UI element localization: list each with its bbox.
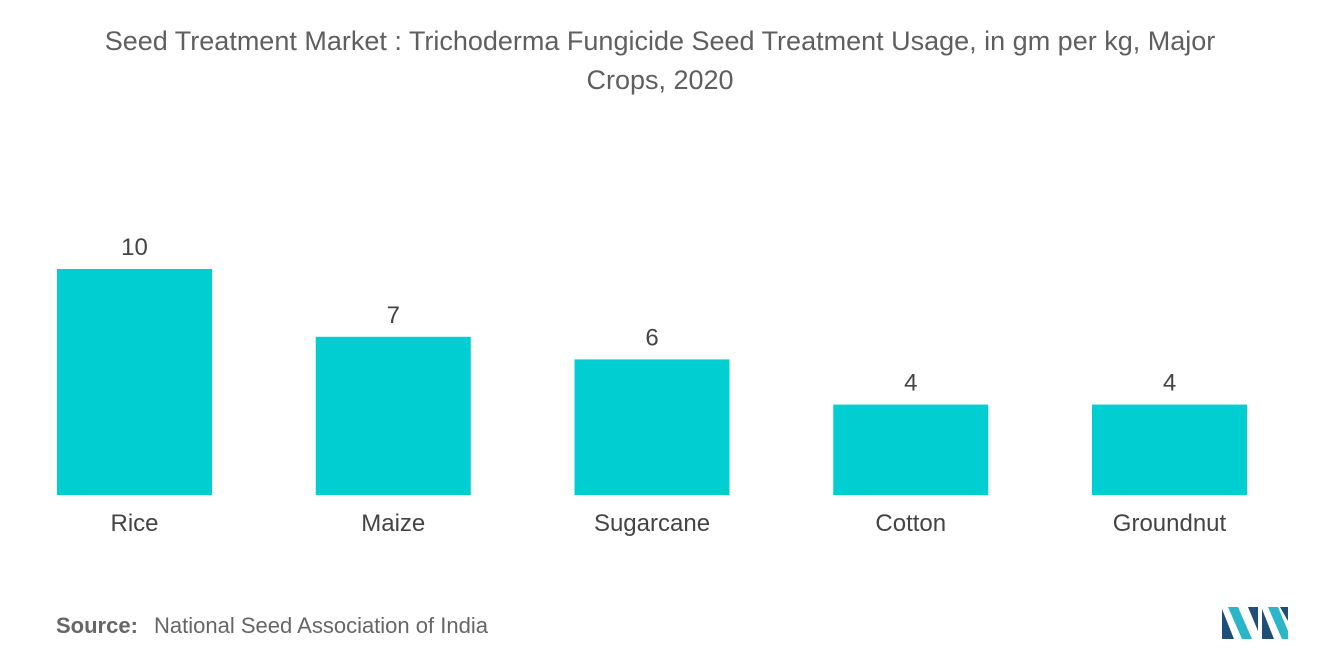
source-text: National Seed Association of India — [154, 613, 488, 638]
chart-title-line-2: Crops, 2020 — [586, 65, 734, 95]
data-label-sugarcane: 6 — [645, 324, 658, 351]
chart-title: Seed Treatment Market : Trichoderma Fung… — [0, 22, 1320, 100]
x-tick-label-groundnut: Groundnut — [1113, 510, 1227, 537]
data-label-cotton: 4 — [904, 370, 917, 397]
bar-chart: 10 Rice 7 Maize 6 Sugarcane 4 Cotton 4 Groundnut — [57, 234, 1247, 537]
data-label-rice: 10 — [121, 234, 148, 261]
source-label: Source: — [56, 613, 138, 638]
data-label-groundnut: 4 — [1163, 370, 1176, 397]
bar-cotton — [833, 404, 989, 495]
data-label-maize: 7 — [387, 302, 400, 329]
bar-sugarcane — [574, 359, 730, 495]
x-tick-label-maize: Maize — [361, 510, 425, 537]
bar-groundnut — [1092, 404, 1247, 495]
chart-title-line-1: Seed Treatment Market : Trichoderma Fung… — [104, 26, 1216, 56]
mordor-intelligence-logo-icon — [1222, 607, 1288, 639]
bar-maize — [315, 336, 471, 495]
source-note: Source: National Seed Association of Ind… — [56, 613, 488, 639]
x-tick-label-rice: Rice — [110, 510, 158, 537]
bar-rice — [57, 269, 212, 495]
x-tick-label-cotton: Cotton — [875, 510, 946, 537]
x-tick-label-sugarcane: Sugarcane — [594, 510, 710, 537]
